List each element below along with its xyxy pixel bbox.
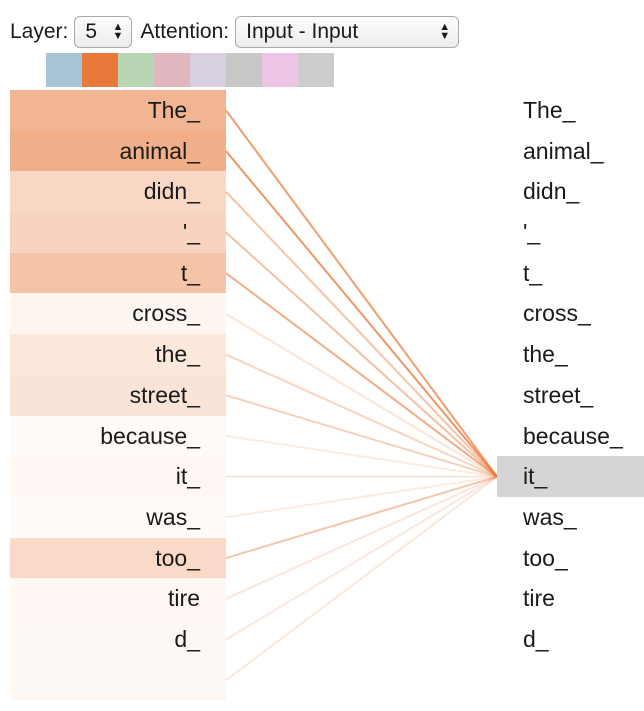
- attention-line: [225, 272, 498, 478]
- attention-line: [225, 475, 498, 560]
- head-swatch[interactable]: [190, 53, 226, 87]
- attention-label: Attention:: [140, 20, 230, 43]
- source-token[interactable]: didn_: [10, 171, 226, 213]
- target-token[interactable]: was_: [523, 503, 577, 530]
- attention-line: [225, 394, 498, 478]
- head-swatch[interactable]: [298, 53, 334, 87]
- attention-line: [225, 434, 498, 478]
- head-swatch[interactable]: [226, 53, 262, 87]
- source-token[interactable]: was_: [10, 497, 226, 538]
- source-token[interactable]: tire: [10, 578, 226, 619]
- attention-line: [225, 109, 498, 478]
- controls-bar: Layer: 5 ▲ ▼ Attention: Input - Input ▲ ▼: [10, 14, 460, 50]
- target-token[interactable]: The_: [523, 97, 576, 123]
- target-token[interactable]: too_: [523, 544, 568, 571]
- head-swatch[interactable]: [46, 53, 82, 87]
- attention-line: [225, 475, 498, 519]
- head-color-swatches: [46, 53, 334, 87]
- up-down-arrows-icon: ▲ ▼: [439, 21, 451, 42]
- attention-line: [225, 312, 498, 478]
- attention-line: [225, 475, 498, 600]
- target-token[interactable]: cross_: [523, 300, 591, 327]
- target-token[interactable]: street_: [523, 381, 594, 408]
- source-token[interactable]: t_: [10, 252, 226, 294]
- source-token[interactable]: because_: [10, 416, 226, 457]
- head-swatch[interactable]: [118, 53, 154, 87]
- attention-line: [225, 231, 498, 478]
- attention-line: [225, 475, 498, 641]
- target-token[interactable]: d_: [523, 625, 549, 652]
- target-token[interactable]: '_: [523, 219, 541, 246]
- attention-line: [225, 191, 498, 478]
- target-token-column: The_ animal_ didn_ '_ t_ cross_ the_ street_bec…: [497, 90, 644, 660]
- target-token-selected[interactable]: it_: [497, 456, 644, 497]
- source-token-column: The_ animal_ didn_ '_ t_ cross_ the_ street_ bec…: [10, 90, 226, 701]
- target-token[interactable]: t_: [523, 259, 543, 286]
- attention-value: Input - Input: [246, 20, 359, 43]
- layer-value: 5: [85, 20, 98, 43]
- source-token[interactable]: The_: [10, 90, 226, 131]
- head-swatch[interactable]: [154, 53, 190, 87]
- target-token[interactable]: the_: [523, 341, 568, 368]
- source-token[interactable]: the_: [10, 334, 226, 375]
- attention-line: [225, 150, 498, 478]
- attention-line: [225, 353, 498, 478]
- target-token[interactable]: tire: [523, 585, 555, 612]
- source-token[interactable]: cross_: [10, 293, 226, 335]
- source-token[interactable]: too_: [10, 537, 226, 579]
- target-token[interactable]: because_: [523, 422, 623, 449]
- source-token[interactable]: '_: [10, 212, 226, 253]
- target-token[interactable]: didn_: [523, 178, 580, 205]
- source-token[interactable]: [10, 659, 226, 701]
- attention-line: [225, 475, 498, 681]
- head-swatch[interactable]: [82, 53, 118, 87]
- source-token[interactable]: street_: [10, 374, 226, 416]
- up-down-arrows-icon: ▲ ▼: [112, 21, 124, 42]
- layer-select[interactable]: 5 ▲ ▼: [74, 16, 133, 48]
- source-token[interactable]: d_: [10, 618, 226, 660]
- source-token[interactable]: it_: [10, 456, 226, 497]
- source-token[interactable]: animal_: [10, 130, 226, 172]
- head-swatch[interactable]: [262, 53, 298, 87]
- attention-select[interactable]: Input - Input ▲ ▼: [235, 16, 460, 48]
- layer-label: Layer:: [10, 20, 69, 43]
- target-token[interactable]: animal_: [523, 137, 604, 164]
